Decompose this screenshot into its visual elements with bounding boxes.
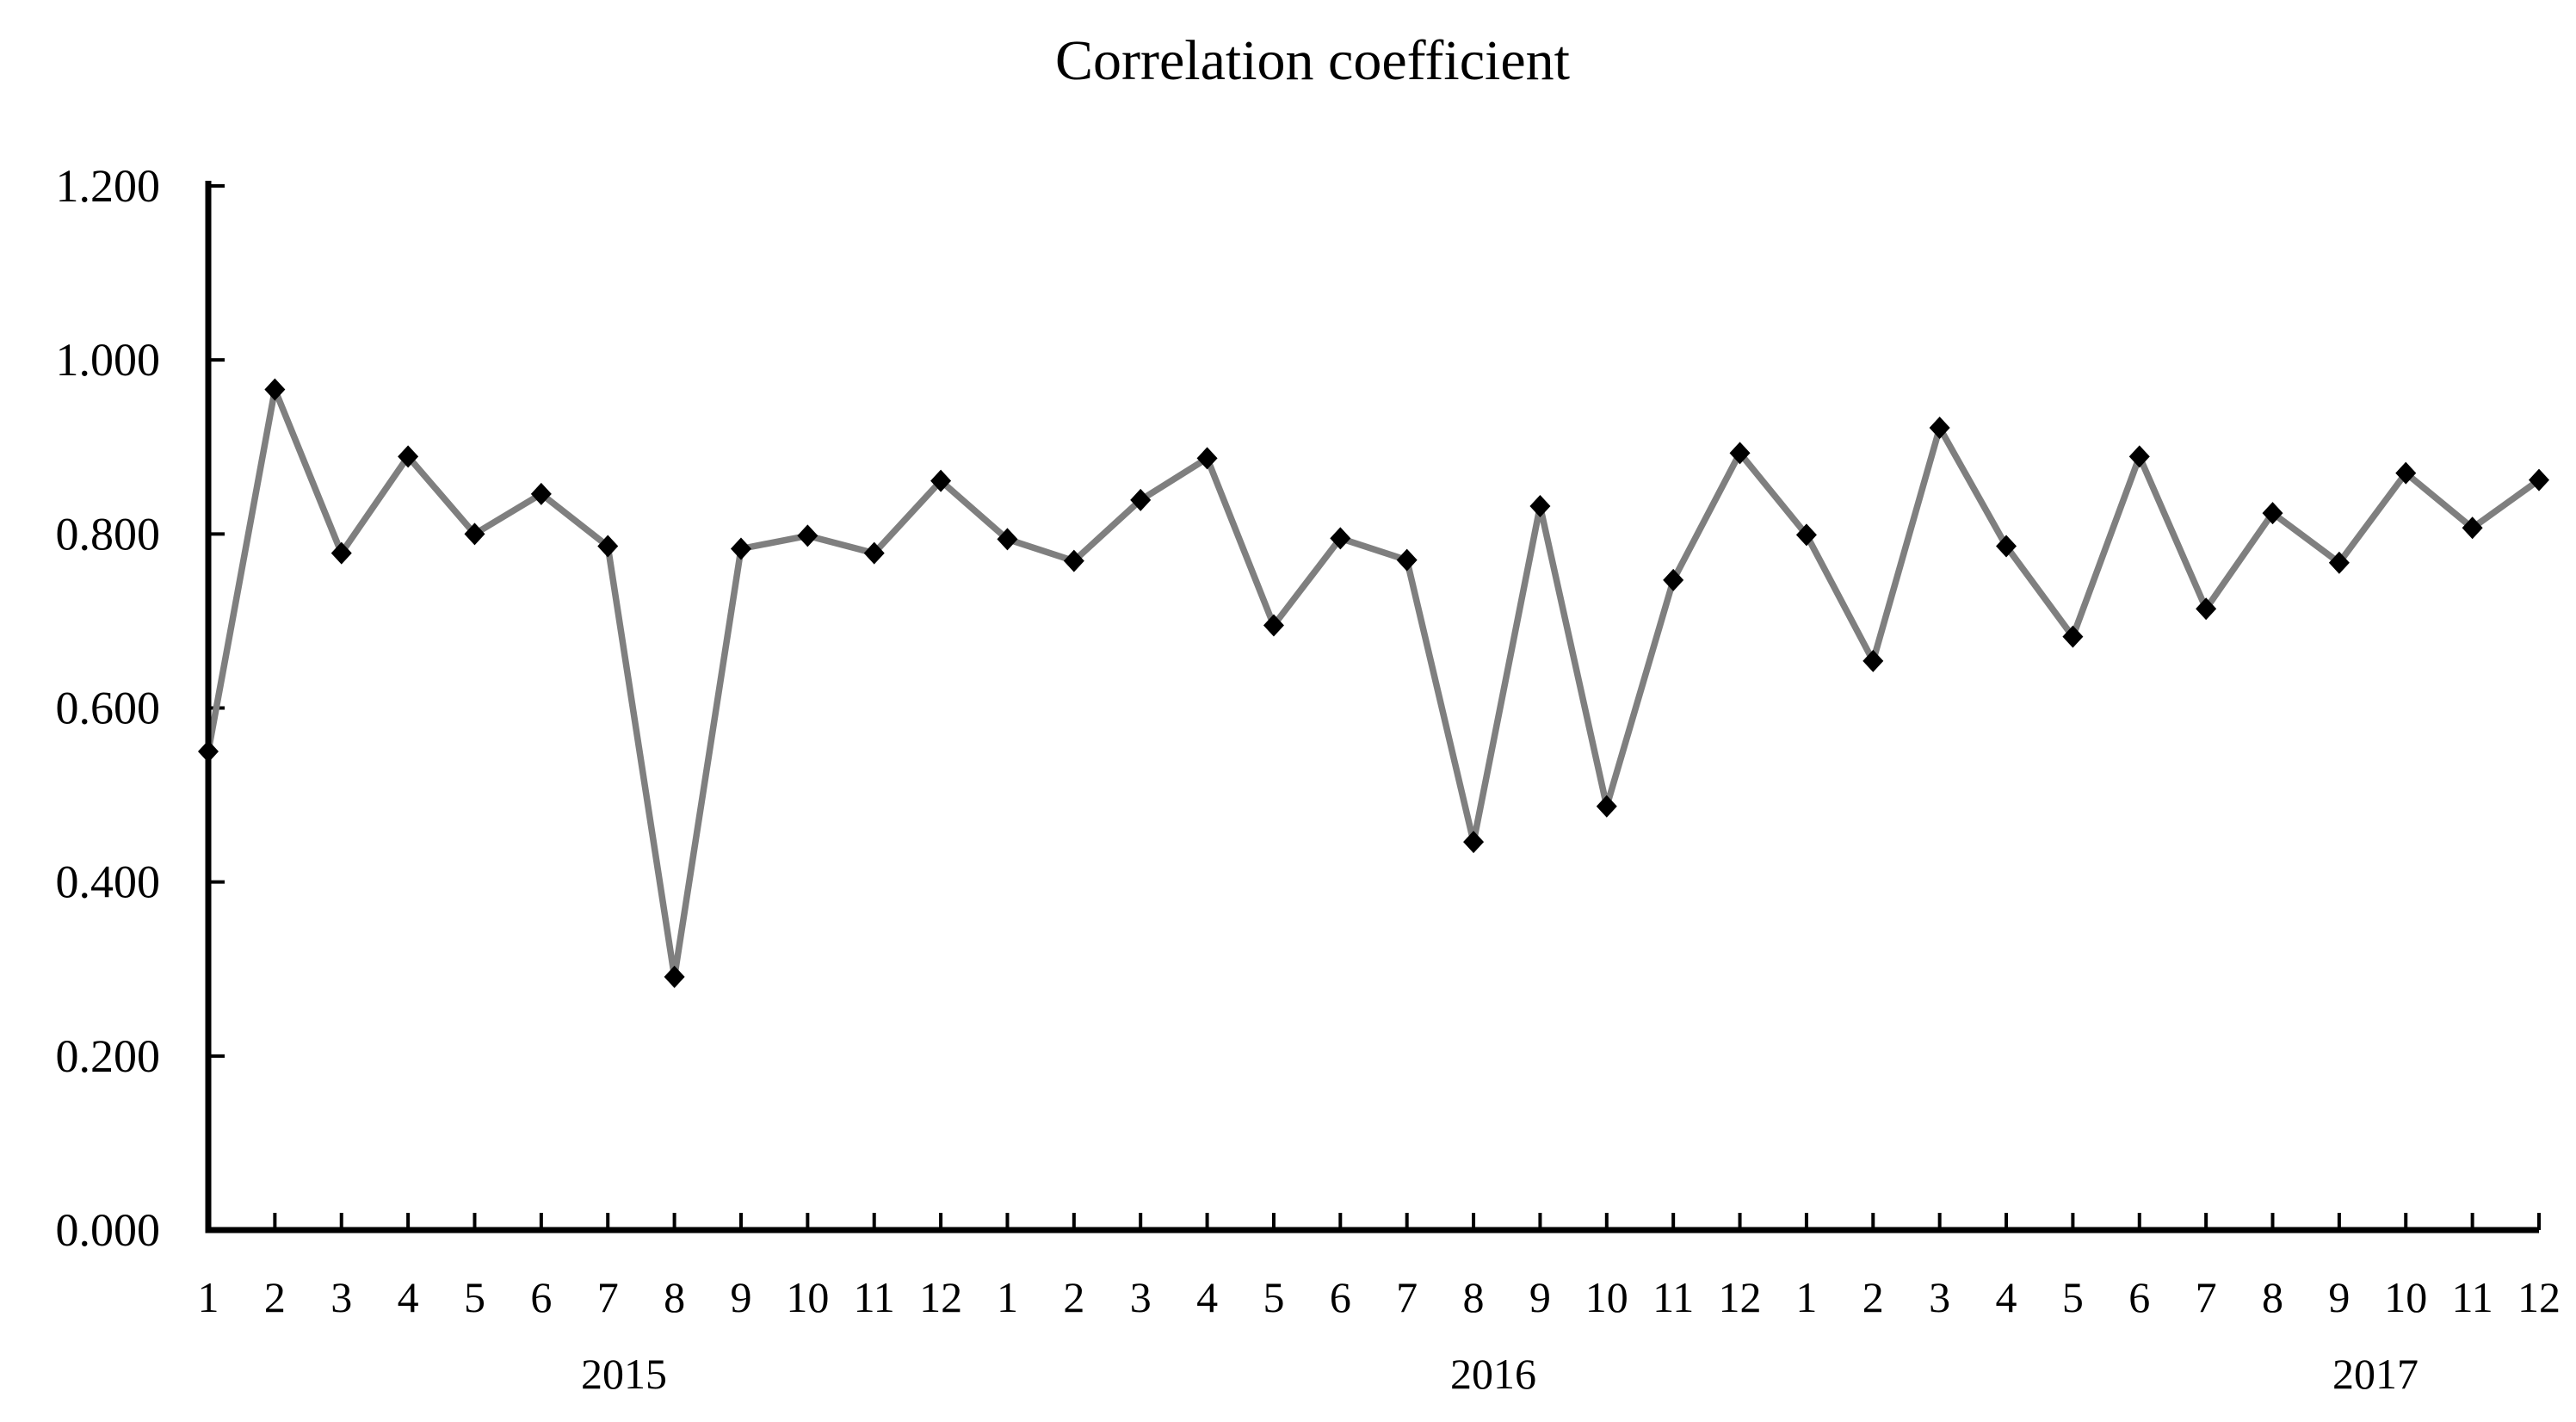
y-axis-tick-label: 0.600 (56, 683, 161, 734)
data-point-marker (930, 469, 952, 492)
data-point-markers (198, 378, 2549, 988)
y-axis-tick-label: 0.400 (56, 856, 161, 908)
x-axis-month-label: 8 (1463, 1273, 1485, 1321)
x-axis-month-labels: 1 2 3 4 5 6 7 8 9 10 11 12 1 2 3 4 5 6 7 8 9 10 11 12 1 2 3 4 5 6 7 8 9 1… (198, 1273, 2561, 1321)
data-point-marker (1196, 447, 1218, 470)
data-point-marker (1330, 527, 1351, 550)
x-axis-month-label: 2 (264, 1273, 286, 1321)
data-point-marker (797, 524, 819, 547)
y-axis-tick-label: 0.200 (56, 1030, 161, 1082)
x-axis-month-label: 1 (1795, 1273, 1817, 1321)
x-axis-month-label: 7 (1396, 1273, 1418, 1321)
data-point-marker (2062, 625, 2084, 648)
data-point-marker (264, 378, 286, 401)
x-axis-month-label: 2 (1863, 1273, 1884, 1321)
data-point-marker (1795, 523, 1817, 547)
x-axis-month-label: 6 (2128, 1273, 2150, 1321)
data-point-marker (1596, 794, 1617, 818)
data-point-marker (2462, 516, 2483, 540)
x-axis-month-label: 7 (597, 1273, 619, 1321)
data-point-marker (2328, 551, 2350, 574)
x-axis-month-label: 11 (854, 1273, 895, 1321)
series-line (205, 386, 2542, 980)
y-axis-tick-label: 0.000 (56, 1204, 161, 1256)
data-point-marker (597, 535, 619, 558)
data-point-marker (1529, 494, 1551, 517)
x-axis-year-label: 2016 (1450, 1350, 1536, 1398)
data-point-marker (1463, 831, 1485, 854)
x-axis-month-label: 5 (464, 1273, 485, 1321)
x-axis-month-label: 6 (1330, 1273, 1351, 1321)
data-point-marker (330, 541, 352, 565)
x-axis-month-label: 6 (530, 1273, 552, 1321)
data-point-marker (530, 482, 552, 505)
x-axis-month-label: 9 (1529, 1273, 1551, 1321)
y-axis-tick-labels: 0.000 0.200 0.400 0.600 0.800 1.000 1.200 (56, 160, 161, 1256)
y-axis-tick-label: 1.200 (56, 160, 161, 212)
data-point-marker (2529, 468, 2549, 492)
x-axis-month-label: 9 (2328, 1273, 2350, 1321)
x-axis-year-label: 2017 (2332, 1350, 2418, 1398)
data-point-marker (730, 537, 751, 560)
data-point-marker (2128, 445, 2150, 468)
data-point-marker (1729, 442, 1751, 465)
data-point-marker (1263, 614, 1284, 637)
data-point-marker (863, 541, 885, 565)
x-axis-month-label: 2 (1063, 1273, 1084, 1321)
y-axis-tick-label: 0.800 (56, 508, 161, 560)
data-point-marker (2196, 597, 2217, 621)
x-axis-month-label: 12 (2517, 1273, 2561, 1321)
x-axis-month-label: 4 (398, 1273, 419, 1321)
data-point-marker (1863, 649, 1884, 672)
data-point-marker (664, 965, 685, 988)
data-point-marker (1663, 568, 1684, 591)
x-axis-month-label: 3 (1929, 1273, 1950, 1321)
y-axis-tick-label: 1.000 (56, 334, 161, 386)
data-point-marker (464, 522, 485, 546)
data-point-marker (1396, 548, 1418, 572)
x-axis-month-label: 12 (919, 1273, 962, 1321)
x-axis-month-label: 11 (2452, 1273, 2493, 1321)
data-point-marker (398, 445, 419, 468)
data-point-marker (1063, 549, 1084, 572)
x-axis-year-labels: 2015 2016 2017 (581, 1350, 2418, 1398)
data-point-marker (997, 528, 1018, 551)
x-axis-month-label: 12 (1719, 1273, 1762, 1321)
data-point-marker (1996, 535, 2017, 558)
series-line-group (205, 386, 2542, 980)
x-axis-month-label: 8 (664, 1273, 685, 1321)
data-point-marker (1929, 417, 1950, 440)
x-axis-month-label: 10 (786, 1273, 829, 1321)
data-point-marker (2262, 502, 2283, 525)
x-axis-month-label: 9 (730, 1273, 751, 1321)
x-axis-month-label: 1 (198, 1273, 219, 1321)
x-axis-month-label: 8 (2262, 1273, 2283, 1321)
x-axis-month-label: 5 (1263, 1273, 1284, 1321)
x-axis-month-label: 7 (2196, 1273, 2217, 1321)
x-axis-month-label: 3 (330, 1273, 352, 1321)
x-axis-month-label: 4 (1196, 1273, 1218, 1321)
x-axis-month-label: 5 (2062, 1273, 2084, 1321)
x-axis-month-label: 10 (1585, 1273, 1628, 1321)
chart-title: Correlation coefficient (1055, 29, 1570, 92)
data-point-marker (2395, 461, 2417, 485)
x-axis-month-label: 1 (997, 1273, 1018, 1321)
x-axis-month-label: 10 (2384, 1273, 2427, 1321)
x-axis-year-label: 2015 (581, 1350, 667, 1398)
data-point-marker (1130, 488, 1152, 511)
x-axis-month-label: 11 (1652, 1273, 1694, 1321)
x-axis-month-label: 3 (1130, 1273, 1152, 1321)
x-axis-month-label: 4 (1996, 1273, 2017, 1321)
